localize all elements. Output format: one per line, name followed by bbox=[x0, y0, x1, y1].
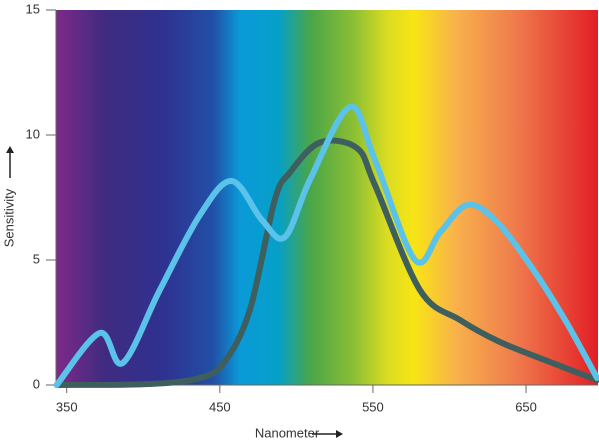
y-tick-label: 10 bbox=[26, 126, 40, 141]
x-axis-label: Nanometer bbox=[255, 425, 320, 440]
x-tick-label: 450 bbox=[209, 399, 231, 414]
y-tick-label: 15 bbox=[26, 1, 40, 16]
line-series bbox=[53, 103, 599, 388]
spectrum-background bbox=[56, 10, 598, 385]
y-axis-label: Sensitivity bbox=[1, 188, 16, 247]
x-tick-label: 350 bbox=[56, 399, 78, 414]
x-tick-label: 650 bbox=[515, 399, 537, 414]
x-arrow bbox=[312, 430, 343, 438]
y-tick-label: 5 bbox=[33, 251, 40, 266]
y-arrow bbox=[6, 146, 14, 178]
x-tick-label: 550 bbox=[362, 399, 384, 414]
y-tick-label: 0 bbox=[33, 376, 40, 391]
line-series bbox=[53, 137, 599, 388]
